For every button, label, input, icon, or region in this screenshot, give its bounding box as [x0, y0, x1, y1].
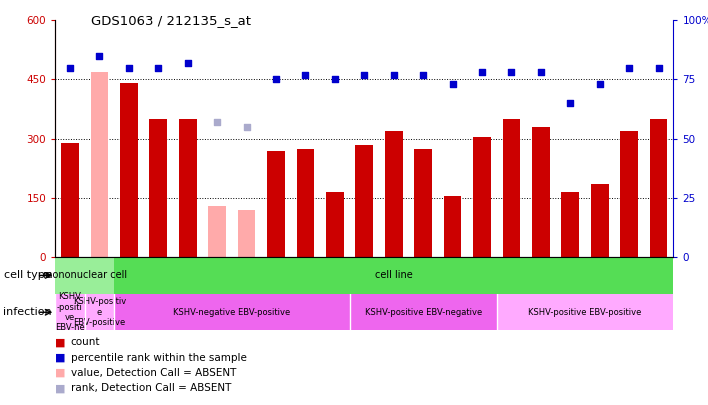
Text: KSHV-positiv
e
EBV-positive: KSHV-positiv e EBV-positive: [73, 297, 126, 327]
Bar: [61, 143, 79, 257]
Point: [358, 72, 370, 78]
Point: [152, 64, 164, 71]
Bar: [350, 294, 497, 330]
Bar: [503, 119, 520, 257]
Text: infection: infection: [3, 307, 52, 317]
Bar: [650, 119, 668, 257]
Bar: [591, 184, 609, 257]
Text: value, Detection Call = ABSENT: value, Detection Call = ABSENT: [71, 368, 236, 378]
Bar: [179, 119, 197, 257]
Text: KSHV-positive EBV-positive: KSHV-positive EBV-positive: [528, 308, 641, 317]
Point: [418, 72, 429, 78]
Text: ■: ■: [55, 353, 66, 362]
Point: [653, 64, 664, 71]
Text: ■: ■: [55, 384, 66, 393]
Bar: [55, 294, 85, 330]
Bar: [497, 294, 673, 330]
Bar: [267, 151, 285, 257]
Bar: [85, 294, 114, 330]
Text: percentile rank within the sample: percentile rank within the sample: [71, 353, 246, 362]
Point: [93, 53, 105, 59]
Point: [388, 72, 399, 78]
Bar: [120, 83, 137, 257]
Text: KSHV-positive EBV-negative: KSHV-positive EBV-negative: [365, 308, 481, 317]
Bar: [620, 131, 638, 257]
Text: GDS1063 / 212135_s_at: GDS1063 / 212135_s_at: [91, 14, 251, 27]
Bar: [473, 137, 491, 257]
Bar: [355, 145, 373, 257]
Bar: [414, 149, 432, 257]
Point: [299, 72, 311, 78]
Point: [182, 60, 193, 66]
Point: [123, 64, 135, 71]
Text: KSHV-negative EBV-positive: KSHV-negative EBV-positive: [173, 308, 290, 317]
Bar: [208, 206, 226, 257]
Text: cell line: cell line: [375, 271, 413, 280]
Bar: [385, 131, 403, 257]
Point: [212, 119, 223, 126]
Bar: [326, 192, 343, 257]
Text: ■: ■: [55, 368, 66, 378]
Point: [476, 69, 488, 76]
Bar: [149, 119, 167, 257]
Text: KSHV
-positi
ve
EBV-ne: KSHV -positi ve EBV-ne: [55, 292, 85, 333]
Text: ■: ■: [55, 337, 66, 347]
Text: count: count: [71, 337, 101, 347]
Bar: [561, 192, 579, 257]
Bar: [55, 257, 114, 294]
Point: [564, 100, 576, 107]
Point: [64, 64, 76, 71]
Bar: [532, 127, 549, 257]
Bar: [238, 210, 256, 257]
Point: [624, 64, 635, 71]
Bar: [297, 149, 314, 257]
Bar: [444, 196, 462, 257]
Point: [270, 76, 282, 83]
Text: mononuclear cell: mononuclear cell: [42, 271, 127, 280]
Point: [329, 76, 341, 83]
Point: [594, 81, 605, 87]
Point: [447, 81, 458, 87]
Bar: [114, 294, 350, 330]
Text: rank, Detection Call = ABSENT: rank, Detection Call = ABSENT: [71, 384, 232, 393]
Point: [535, 69, 547, 76]
Bar: [91, 72, 108, 257]
Text: cell type: cell type: [4, 271, 52, 280]
Point: [241, 124, 252, 130]
Point: [506, 69, 517, 76]
